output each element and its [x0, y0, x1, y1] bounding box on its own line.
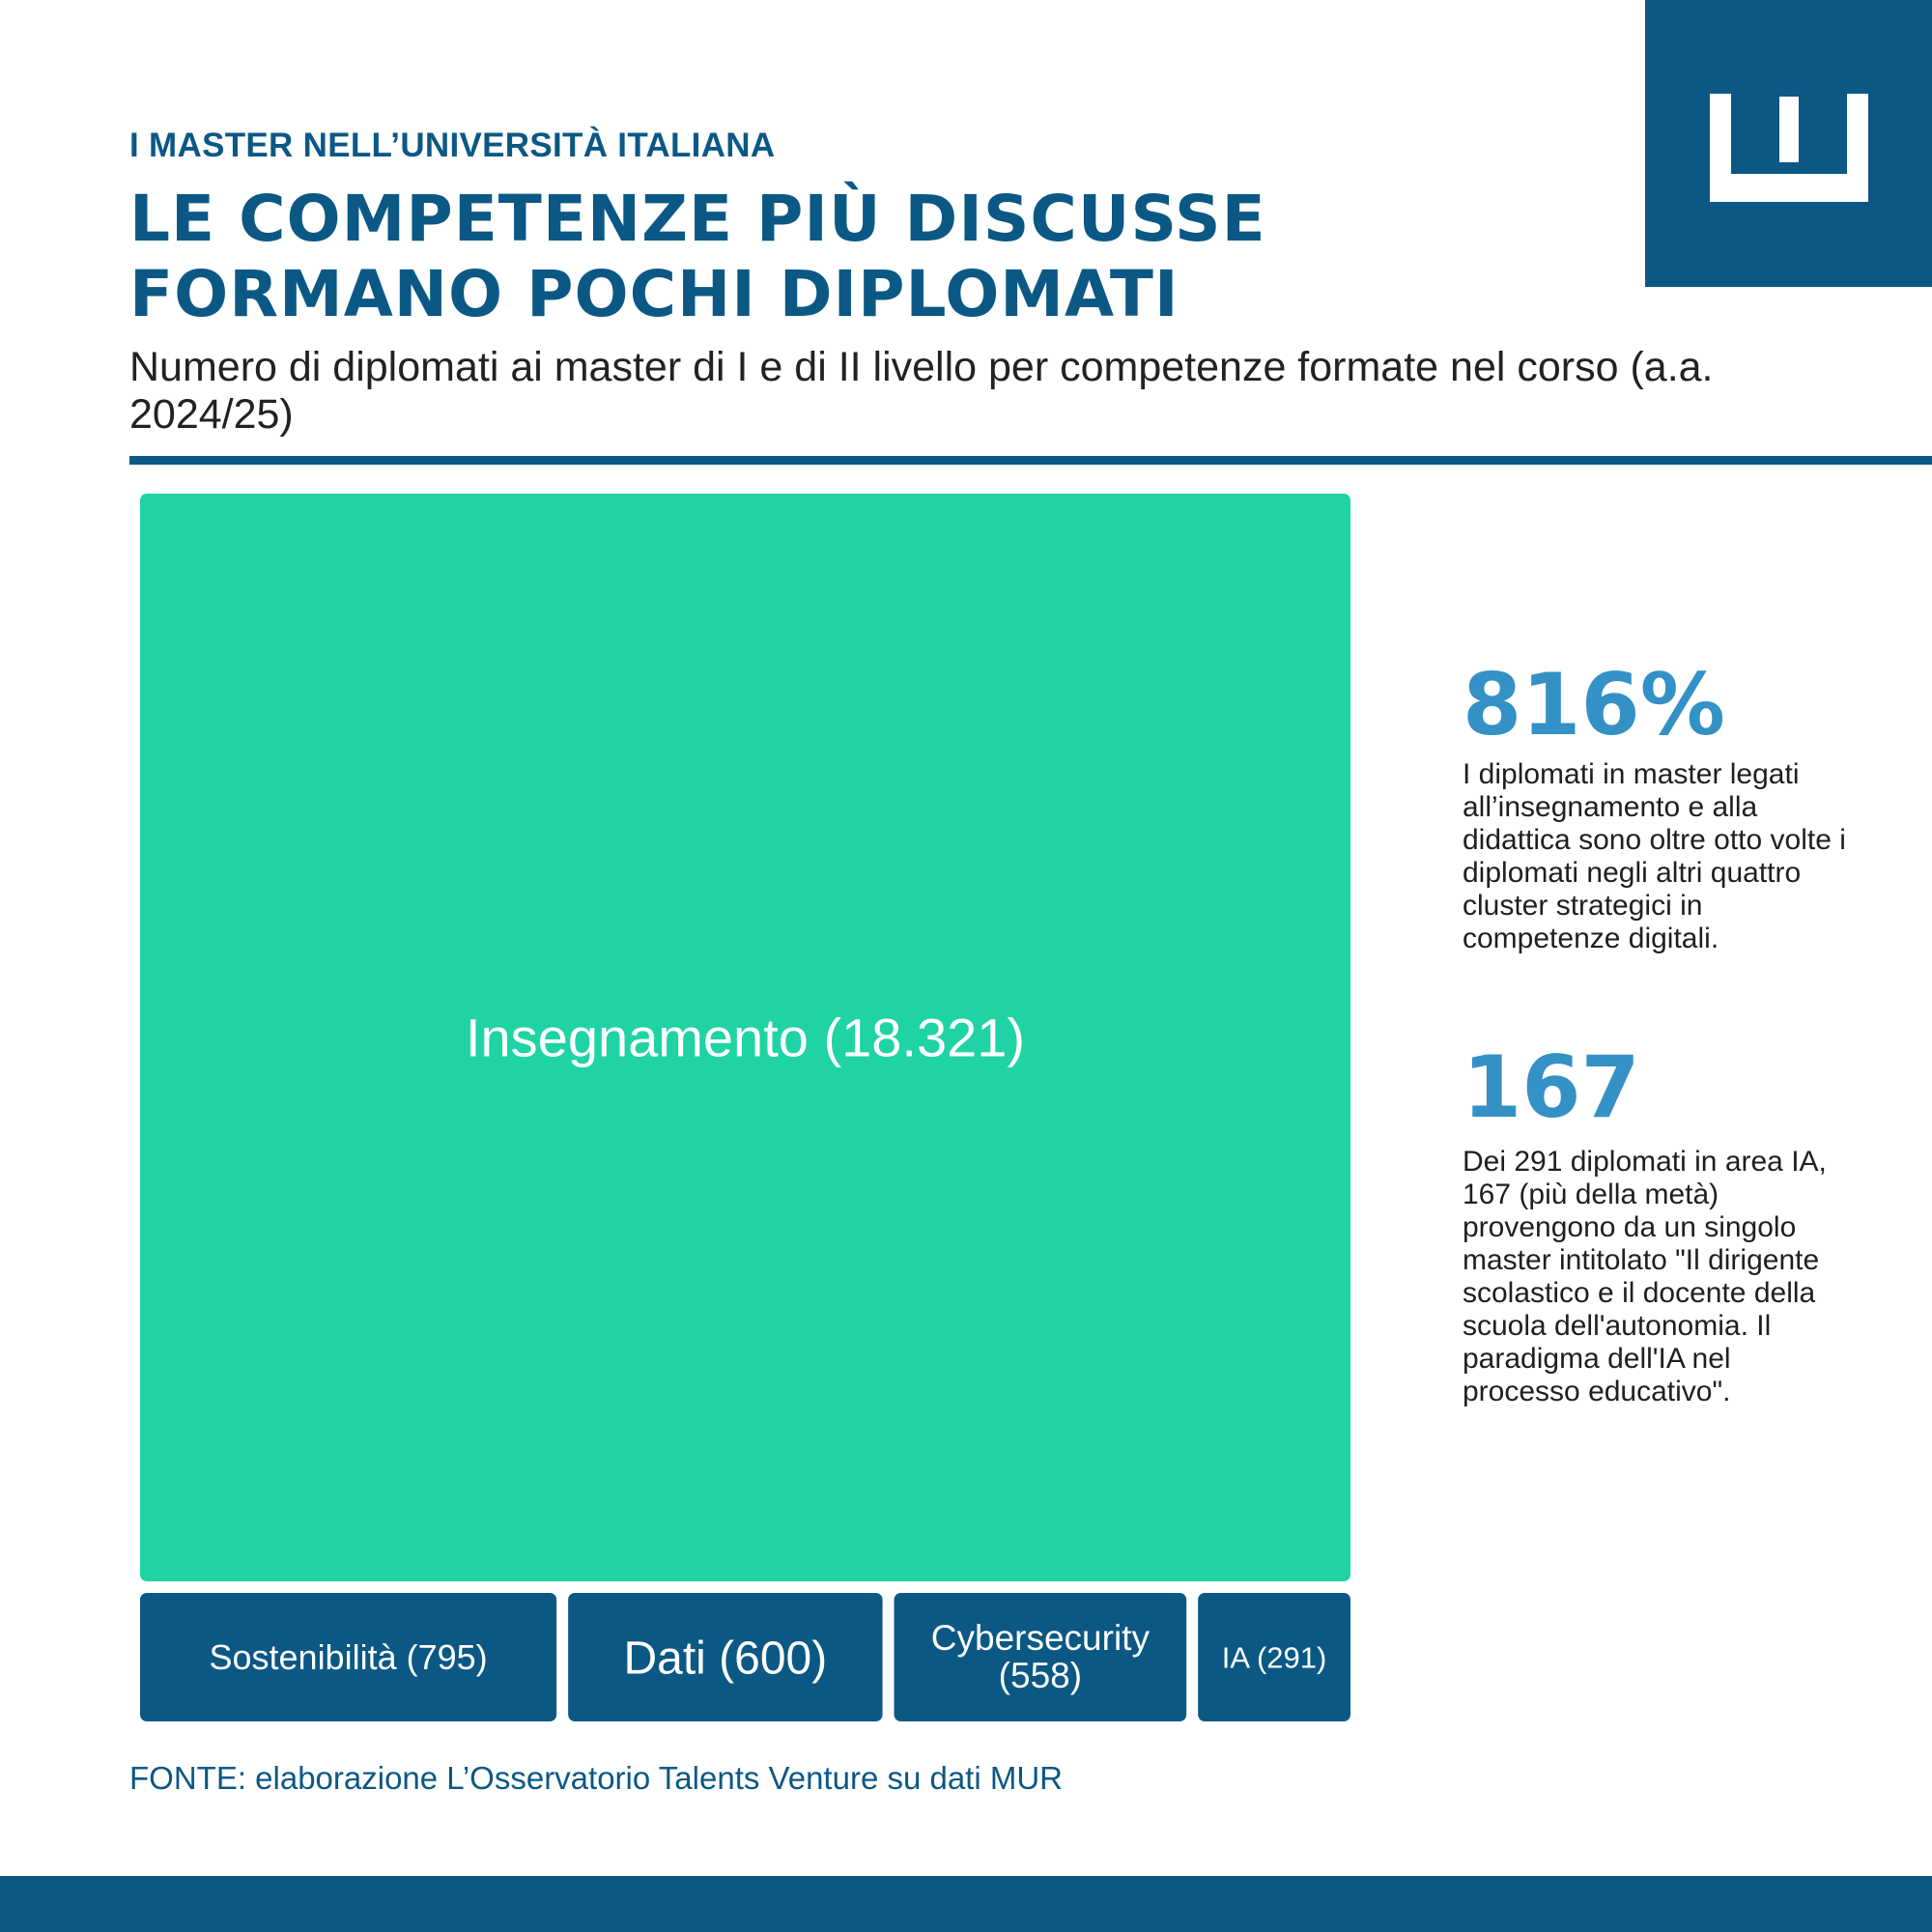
treemap-tile-sostenibilita	[140, 1593, 557, 1721]
treemap-label-sostenibilita: Sostenibilità (795)	[209, 1637, 487, 1677]
treemap-tile-cybersecurity	[894, 1593, 1187, 1721]
footer-bar	[0, 1876, 1932, 1932]
treemap-label-ia: IA (291)	[1222, 1640, 1327, 1674]
page-subtitle: Numero di diplomati ai master di I e di …	[129, 344, 1714, 438]
stat-number-ratio: 816%	[1463, 655, 1725, 754]
kicker: I MASTER NELL’UNIVERSITÀ ITALIANA	[129, 127, 776, 164]
stat-number-ia: 167	[1463, 1037, 1640, 1137]
crown-logo-icon	[1710, 94, 1868, 202]
treemap-tile-insegnamento	[140, 494, 1350, 1581]
stat-text-ratio: I diplomati in master legati all’insegna…	[1463, 758, 1846, 954]
treemap-label-cybersecurity: Cybersecurity (558)	[931, 1618, 1151, 1695]
brand-logo	[1645, 0, 1932, 287]
treemap-tile-ia	[1198, 1593, 1350, 1721]
header-divider	[129, 456, 1932, 465]
stat-text-ia: Dei 291 diplomati in area IA, 167 (più d…	[1463, 1146, 1827, 1407]
treemap-label-insegnamento: Insegnamento (18.321)	[466, 1008, 1025, 1068]
treemap-tile-dati	[568, 1593, 883, 1721]
source-note: FONTE: elaborazione L’Osservatorio Talen…	[129, 1760, 1064, 1796]
page-title: LE COMPETENZE PIÙ DISCUSSE FORMANO POCHI…	[129, 182, 1266, 331]
treemap-label-dati: Dati (600)	[623, 1633, 827, 1684]
